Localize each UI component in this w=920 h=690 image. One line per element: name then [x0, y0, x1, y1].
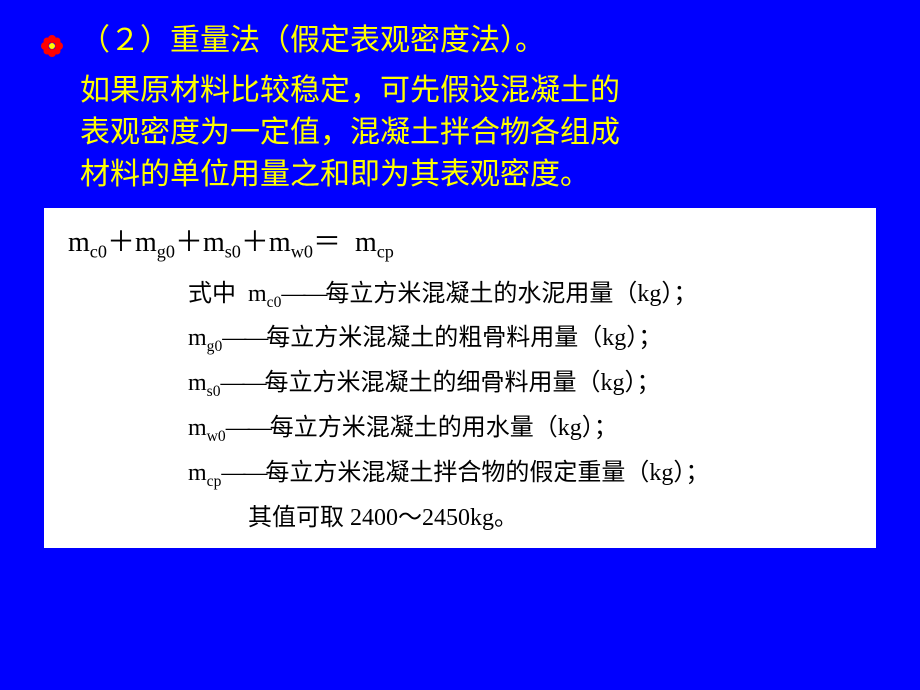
formula-var: mw0 — [269, 227, 313, 258]
formula-box: mc0＋mg0＋ms0＋mw0＝ mcp 式中 mc0——每立方米混凝土的水泥用… — [44, 208, 876, 548]
formula-var: mcp — [355, 227, 394, 258]
definition-row: mw0——每立方米混凝土的用水量（kg）； — [68, 407, 852, 446]
title-line: （２）重量法（假定表观密度法）。 — [40, 20, 880, 70]
def-var: mg0 — [188, 325, 222, 351]
flower-bullet-icon — [40, 28, 64, 70]
def-text: 每立方米混凝土拌合物的假定重量（kg）； — [265, 460, 709, 486]
definition-row: 式中 mc0——每立方米混凝土的水泥用量（kg）； — [68, 273, 852, 312]
def-dash: —— — [221, 370, 265, 396]
definition-row: mcp——每立方米混凝土拌合物的假定重量（kg）； — [68, 452, 852, 491]
formula-var: ms0 — [203, 227, 241, 258]
def-text: 每立方米混凝土的水泥用量（kg）； — [325, 281, 697, 307]
formula-var: mc0 — [68, 227, 107, 258]
section-title: （２）重量法（假定表观密度法）。 — [80, 20, 545, 62]
desc-line: 材料的单位用量之和即为其表观密度。 — [80, 154, 880, 196]
def-text: 每立方米混凝土的细骨料用量（kg）； — [265, 370, 661, 396]
formula-var: mg0 — [135, 227, 175, 258]
def-var: mw0 — [188, 415, 226, 441]
plus-sign: ＋ — [241, 227, 269, 258]
description-block: 如果原材料比较稳定，可先假设混凝土的 表观密度为一定值，混凝土拌合物各组成 材料… — [80, 70, 880, 196]
def-var: ms0 — [188, 370, 221, 396]
formula-equation: mc0＋mg0＋ms0＋mw0＝ mcp — [68, 220, 852, 263]
def-dash: —— — [281, 281, 325, 307]
definition-row: mg0——每立方米混凝土的粗骨料用量（kg）； — [68, 317, 852, 356]
def-dash: —— — [222, 325, 266, 351]
def-text: 每立方米混凝土的用水量（kg）； — [270, 415, 618, 441]
desc-line: 如果原材料比较稳定，可先假设混凝土的 — [80, 70, 880, 112]
slide-container: （２）重量法（假定表观密度法）。 如果原材料比较稳定，可先假设混凝土的 表观密度… — [0, 0, 920, 568]
def-var: mcp — [188, 460, 221, 486]
equals-sign: ＝ — [313, 227, 341, 258]
definition-intro-label: 式中 — [188, 281, 236, 307]
def-dash: —— — [221, 460, 265, 486]
plus-sign: ＋ — [175, 227, 203, 258]
header-area: （２）重量法（假定表观密度法）。 如果原材料比较稳定，可先假设混凝土的 表观密度… — [40, 20, 880, 196]
range-note: 其值可取 2400～2450kg。 — [68, 497, 852, 532]
def-dash: —— — [226, 415, 270, 441]
definition-row: ms0——每立方米混凝土的细骨料用量（kg）； — [68, 362, 852, 401]
def-var: mc0 — [248, 281, 281, 307]
def-text: 每立方米混凝土的粗骨料用量（kg）； — [266, 325, 662, 351]
plus-sign: ＋ — [107, 227, 135, 258]
desc-line: 表观密度为一定值，混凝土拌合物各组成 — [80, 112, 880, 154]
